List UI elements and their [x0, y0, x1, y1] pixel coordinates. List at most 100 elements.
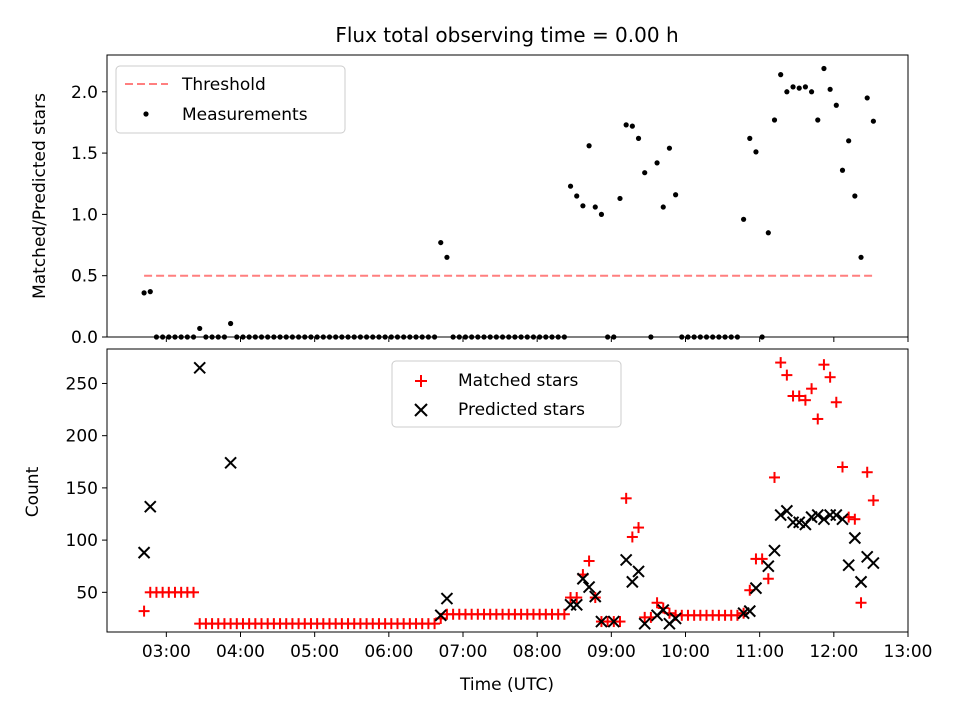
x-tick-label: 11:00 [735, 642, 784, 662]
legend-matched-marker [415, 375, 427, 387]
matched-star-point [429, 618, 441, 630]
measurement-point [734, 334, 741, 340]
measurement-point [197, 325, 203, 332]
predicted-star-point [576, 572, 590, 585]
x-tick-label: 03:00 [142, 642, 191, 662]
matched-star-point [781, 369, 793, 381]
measurement-point [394, 334, 401, 340]
measurement-point [147, 289, 153, 295]
measurement-point [728, 334, 734, 340]
ratio-x-axis [165, 337, 909, 342]
predicted-star-point [632, 565, 645, 578]
predicted-star-point [570, 598, 583, 612]
measurement-point [419, 334, 425, 340]
ratio-panel: 0.00.51.01.52.0 Matched/Predicted stars … [30, 54, 909, 348]
measurement-point [821, 65, 827, 72]
measurement-point [679, 334, 685, 340]
measurement-point [265, 334, 271, 340]
predicted-star-point [434, 609, 447, 622]
measurement-point [413, 334, 419, 340]
measurement-point [716, 334, 722, 340]
matched-star-point [799, 394, 811, 406]
predicted-star-point [842, 558, 855, 572]
count-plot-frame [106, 348, 909, 633]
matched-star-point [793, 390, 805, 402]
measurement-point [487, 334, 493, 340]
measurement-point [703, 334, 710, 340]
matched-star-point [836, 461, 848, 473]
measurement-point [666, 145, 673, 151]
ratio-y-tick-label: 0.5 [71, 267, 98, 287]
matched-star-point [830, 396, 842, 408]
matched-star-point [620, 492, 632, 504]
measurement-point [339, 334, 345, 340]
x-tick-label: 10:00 [661, 642, 710, 662]
measurement-point [765, 230, 771, 236]
measurement-point [740, 216, 747, 222]
measurement-point [153, 334, 160, 340]
measurement-point [345, 334, 351, 340]
measurement-point [178, 334, 184, 340]
measurement-point [228, 320, 234, 327]
x-tick-label: 12:00 [809, 642, 858, 662]
matched-star-point [769, 471, 780, 483]
count-x-axis: 03:00 04:00 05:00 06:00 07:00 08:00 09:00 10:00… [142, 632, 933, 662]
measurement-point [314, 334, 320, 340]
measurement-point [407, 334, 413, 340]
measurement-point [870, 118, 876, 124]
measurement-point [833, 102, 839, 108]
measurement-point [753, 149, 759, 155]
measurement-point [555, 334, 561, 340]
predicted-star-point [224, 456, 237, 470]
matched-star-point [762, 573, 774, 585]
measurement-point [481, 334, 487, 340]
matched-star-point [188, 586, 200, 598]
measurement-point [221, 334, 228, 340]
measurement-point [456, 334, 462, 340]
x-tick-label: 08:00 [513, 642, 562, 662]
measurement-point [660, 204, 666, 210]
measurement-point [586, 143, 592, 149]
matched-star-point [855, 597, 867, 609]
predicted-star-point [811, 508, 824, 522]
predicted-star-point [626, 575, 639, 589]
measurement-point [376, 334, 382, 340]
legend-measurements-marker [143, 111, 149, 117]
predicted-star-point [768, 544, 781, 557]
measurement-point [295, 334, 302, 340]
legend-matched-label: Matched stars [458, 371, 578, 391]
measurement-point [524, 334, 530, 340]
measurement-point [802, 84, 809, 90]
measurement-point [499, 334, 506, 340]
measurement-point [635, 135, 642, 141]
matched-star-point [651, 597, 663, 609]
measurement-point [518, 334, 524, 340]
predicted-star-point [137, 546, 151, 559]
matched-star-point [626, 531, 638, 543]
predicted-star-point [669, 612, 682, 625]
measurement-point [691, 334, 697, 340]
measurement-point [184, 334, 190, 340]
matched-star-point [818, 359, 830, 371]
measurement-point [308, 334, 314, 340]
measurement-point [759, 334, 765, 340]
matched-star-point [849, 513, 861, 525]
matched-star-point [867, 494, 879, 506]
legend-predicted-label: Predicted stars [458, 400, 585, 420]
predicted-star-point [595, 615, 608, 628]
ratio-y-tick-label: 1.0 [71, 205, 98, 225]
measurement-point [697, 334, 703, 340]
measurement-point [710, 334, 716, 340]
count-y-tick-label: 250 [66, 374, 98, 394]
matched-star-point [756, 553, 768, 565]
measurement-point [567, 183, 574, 189]
measurement-point [351, 334, 357, 340]
matched-star-point [633, 522, 645, 534]
predicted-star-point [854, 575, 868, 589]
predicted-star-point [848, 531, 862, 545]
predicted-star-point [867, 556, 880, 570]
predicted-star-point [774, 508, 787, 522]
predicted-star-point [582, 580, 596, 594]
measurement-point [209, 334, 215, 340]
measurement-point [530, 334, 537, 340]
